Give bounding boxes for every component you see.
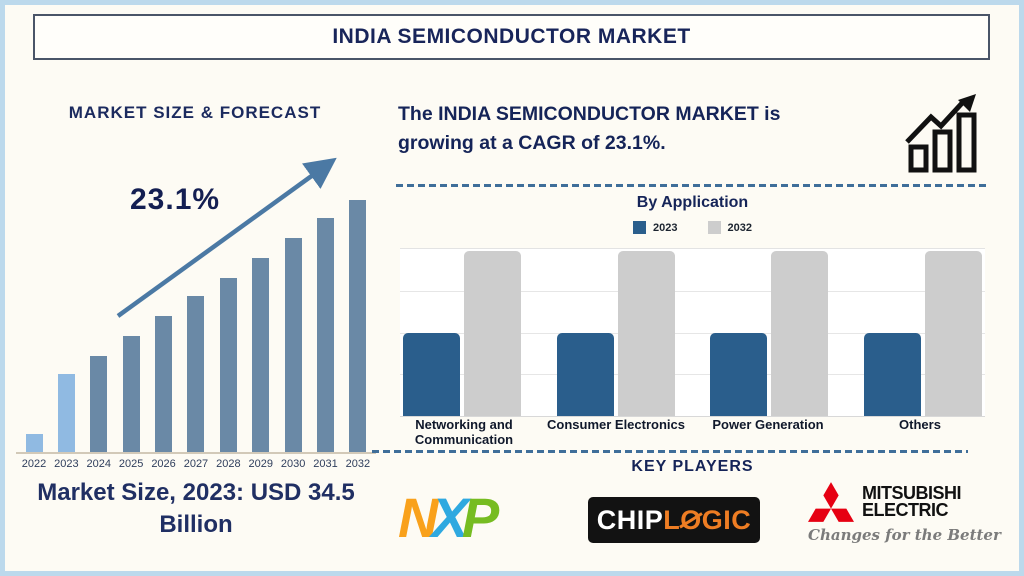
forecast-bar-column xyxy=(245,190,277,452)
forecast-bar-column xyxy=(83,190,115,452)
forecast-bar-2022 xyxy=(25,434,43,452)
forecast-bar-2029 xyxy=(252,258,270,452)
forecast-bar-column xyxy=(212,190,244,452)
mitsubishi-name-line1: MITSUBISHI xyxy=(862,482,962,503)
chiplogic-text-gic: GIC xyxy=(701,504,752,535)
forecast-bar-2023 xyxy=(57,374,75,452)
mitsubishi-name: MITSUBISHI ELECTRIC xyxy=(862,482,962,520)
application-plot xyxy=(400,248,985,417)
legend-swatch-2032 xyxy=(707,221,721,234)
legend-item-2032: 2032 xyxy=(707,221,752,234)
key-players-logos: NXP CHIP L O GIC MITSUBISHI ELECTRIC C xyxy=(396,482,1001,562)
title-bar: INDIA SEMICONDUCTOR MARKET xyxy=(33,14,990,60)
nxp-letter-p: P xyxy=(461,486,499,549)
application-bar-2023 xyxy=(863,333,921,416)
forecast-bar-2027 xyxy=(187,296,205,452)
chiplogic-text-l: L xyxy=(663,504,681,535)
forecast-year-label: 2024 xyxy=(86,458,112,470)
forecast-year-label: 2031 xyxy=(313,458,338,470)
forecast-year-label: 2026 xyxy=(151,458,176,470)
application-bar-2023 xyxy=(403,333,460,416)
forecast-bar-2026 xyxy=(155,316,173,452)
forecast-bar-2028 xyxy=(219,278,237,452)
forecast-year-label: 2025 xyxy=(118,458,144,470)
forecast-year-label: 2032 xyxy=(345,458,371,470)
dashed-divider-bottom xyxy=(372,450,968,453)
category-label: Others xyxy=(899,417,941,432)
category-label: Power Generation xyxy=(712,417,824,432)
legend-item-2023: 2023 xyxy=(633,221,678,234)
application-category-labels: Networking and Communication Consumer El… xyxy=(400,417,985,452)
market-size-note: Market Size, 2023: USD 34.5 Billion xyxy=(37,479,355,539)
forecast-year-label: 2028 xyxy=(216,458,241,470)
mitsubishi-electric-logo: MITSUBISHI ELECTRIC Changes for the Bett… xyxy=(808,482,1001,544)
application-bar-group xyxy=(556,251,675,416)
forecast-year-label: 2030 xyxy=(280,458,306,470)
growth-chart-icon xyxy=(905,94,977,173)
category-label: Networking and Communication xyxy=(414,417,514,447)
gridline xyxy=(400,290,985,292)
forecast-year-label: 2029 xyxy=(248,458,273,470)
forecast-bar-column xyxy=(277,190,309,452)
cagr-statement: The INDIA SEMICONDUCTOR MARKET is growin… xyxy=(398,103,781,155)
application-bar-2032 xyxy=(924,251,982,416)
forecast-years: 2022 2023 2024 2025 2026 2027 2028 2029 2030 2031… xyxy=(18,458,374,470)
application-bar-group xyxy=(403,251,521,416)
forecast-year-label: 2022 xyxy=(21,458,47,470)
legend-label-2032: 2032 xyxy=(727,221,752,234)
nxp-logo: NXP xyxy=(398,478,499,558)
mitsubishi-name-line2: ELECTRIC xyxy=(862,500,949,520)
application-bar-2023 xyxy=(556,333,614,416)
category-label: Consumer Electronics xyxy=(547,417,685,432)
forecast-bar-column xyxy=(342,190,374,452)
forecast-bar-column xyxy=(310,190,342,452)
mitsubishi-tagline: Changes for the Better xyxy=(808,526,1001,544)
application-bar-2023 xyxy=(710,333,768,416)
forecast-bar-column xyxy=(148,190,180,452)
nxp-letter-n: N xyxy=(398,486,439,549)
forecast-year-label: 2027 xyxy=(183,458,209,470)
forecast-bar-column xyxy=(18,190,50,452)
cagr-value-label: 23.1% xyxy=(130,183,221,216)
forecast-bar-2030 xyxy=(284,238,302,452)
page-title: INDIA SEMICONDUCTOR MARKET xyxy=(332,25,691,48)
mitsubishi-three-diamond-icon xyxy=(808,482,854,522)
forecast-bar-2025 xyxy=(122,336,140,452)
application-legend: 2023 2032 xyxy=(400,221,985,234)
chiplogic-logo: CHIP L O GIC xyxy=(588,497,760,543)
chiplogic-text-chip: CHIP xyxy=(596,504,664,535)
forecast-year-label: 2023 xyxy=(54,458,79,470)
forecast-bar-2032 xyxy=(349,200,367,452)
application-bar-2032 xyxy=(464,251,521,416)
forecast-bar-column xyxy=(180,190,212,452)
gridline xyxy=(400,374,985,376)
application-plot-groups xyxy=(400,249,985,416)
gridline xyxy=(400,332,985,334)
application-bar-group xyxy=(710,251,829,416)
legend-label-2023: 2023 xyxy=(653,221,678,234)
forecast-heading: MARKET SIZE & FORECAST xyxy=(68,103,322,122)
forecast-bars xyxy=(18,190,374,452)
key-players-heading: KEY PLAYERS xyxy=(631,458,754,475)
forecast-axis-line xyxy=(16,452,376,454)
application-bar-group xyxy=(863,251,982,416)
application-heading: By Application xyxy=(636,194,749,211)
application-bar-2032 xyxy=(771,251,829,416)
nxp-letter-x: X xyxy=(431,486,468,549)
forecast-bar-column xyxy=(50,190,82,452)
forecast-bar-2024 xyxy=(90,356,108,452)
application-bar-2032 xyxy=(617,251,675,416)
chiplogic-slashed-o-icon: O xyxy=(680,504,702,535)
legend-swatch-2023 xyxy=(633,221,647,234)
forecast-bar-column xyxy=(115,190,147,452)
forecast-bar-2031 xyxy=(317,218,335,452)
dashed-divider-top xyxy=(396,184,986,187)
